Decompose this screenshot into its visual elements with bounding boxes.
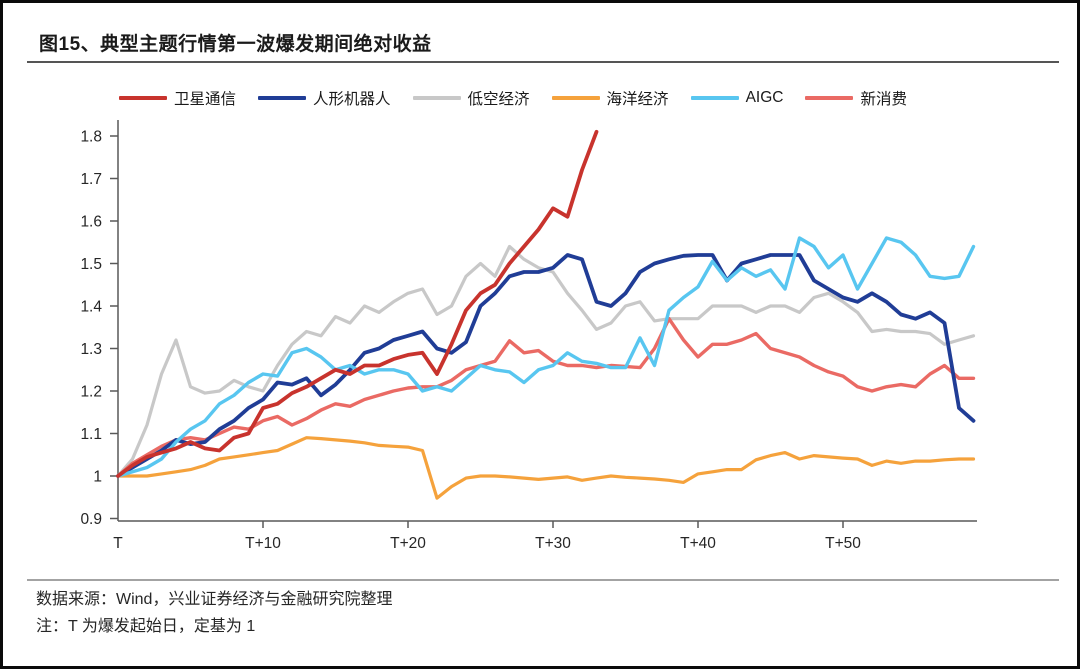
y-tick-label: 1.1 — [80, 426, 102, 443]
footnote: 注：T 为爆发起始日，定基为 1 — [36, 618, 256, 635]
y-tick-label: 1.8 — [80, 129, 102, 146]
legend-label: AIGC — [745, 89, 784, 106]
line-chart: 1.8 1.7 1.6 1.5 1.4 1.3 1.2 1.1 1 0.9 T T+10 T+20 T+3… — [80, 120, 977, 553]
legend-line-swatch — [412, 96, 461, 100]
legend-item-海洋经济: 海洋经济 — [551, 87, 669, 109]
x-tick-label: T+30 — [535, 535, 571, 552]
legend-line-swatch — [119, 96, 167, 100]
x-tick-label: T — [113, 535, 123, 552]
footer-rule — [27, 579, 1059, 581]
data-source-note: 数据来源：Wind，兴业证券经济与金融研究院整理 — [36, 591, 393, 608]
legend-item-AIGC: AIGC — [690, 89, 784, 107]
legend-item-低空经济: 低空经济 — [412, 87, 530, 109]
series-line-卫星通信 — [116, 129, 599, 478]
chart-legend: 卫星通信 人形机器人 低空经济 海洋经济 AIGC 新消费 — [3, 87, 1053, 109]
legend-item-新消费: 新消费 — [805, 87, 907, 109]
y-tick-label: 1.7 — [80, 171, 102, 188]
y-tick-label: 1.4 — [80, 299, 102, 316]
y-tick-label: 1.3 — [80, 341, 102, 358]
legend-label: 低空经济 — [467, 91, 530, 108]
legend-label: 卫星通信 — [174, 91, 237, 108]
legend-line-swatch — [551, 96, 600, 100]
axis-labels: 1.8 1.7 1.6 1.5 1.4 1.3 1.2 1.1 1 0.9 T T+10 T+20 T+3… — [80, 129, 861, 553]
figure-title: 图15、典型主题行情第一波爆发期间绝对收益 — [39, 34, 432, 55]
legend-line-swatch — [690, 96, 739, 100]
legend-item-卫星通信: 卫星通信 — [119, 87, 236, 109]
x-tick-label: T+20 — [390, 535, 426, 552]
legend-item-人形机器人: 人形机器人 — [258, 87, 391, 109]
axes — [110, 120, 977, 528]
y-tick-label: 1.2 — [80, 384, 102, 401]
legend-line-swatch — [805, 96, 854, 100]
x-tick-label: T+10 — [245, 535, 281, 552]
series-line-低空经济 — [116, 244, 976, 478]
y-tick-label: 1.6 — [80, 214, 102, 231]
legend-label: 新消费 — [860, 91, 907, 108]
y-tick-label: 1 — [93, 469, 102, 486]
series-line-人形机器人 — [116, 253, 976, 478]
x-tick-label: T+50 — [825, 535, 861, 552]
legend-line-swatch — [258, 96, 307, 100]
series-line-AIGC — [116, 236, 976, 478]
legend-label: 海洋经济 — [606, 91, 669, 108]
legend-label: 人形机器人 — [313, 91, 391, 108]
series-line-新消费 — [116, 317, 976, 478]
x-tick-label: T+40 — [680, 535, 716, 552]
y-tick-label: 0.9 — [80, 511, 102, 528]
y-tick-label: 1.5 — [80, 256, 102, 273]
title-rule — [27, 61, 1059, 63]
series-line-海洋经济 — [116, 436, 976, 500]
